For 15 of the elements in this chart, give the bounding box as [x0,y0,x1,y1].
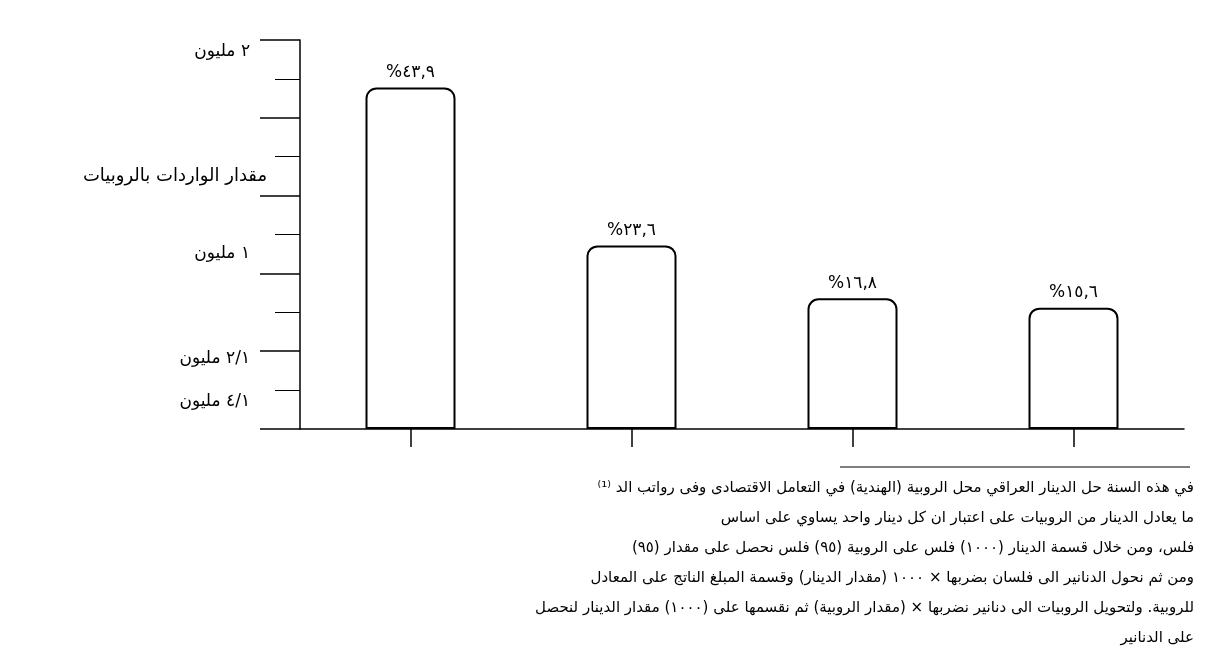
text: ١ مليون [194,242,251,263]
data-label: %٤٣,٩ [386,60,435,81]
y-axis-title: مقدار الواردات بالروبيات [82,163,268,186]
data-label: %١٦,٨ [828,271,877,292]
text: ٢/١ مليون [179,347,251,368]
text: ما يعادل الدينار من الروبيات على اعتبار ان كل دينار واحد يساوي على اساس [720,507,1195,527]
text: ٢ مليون [194,40,251,61]
text: ⁽¹⁾ في هذه السنة حل الدينار العراقي محل الروبية (الهندية) في التعامل الاقتصادى وفى رواتب الد [597,477,1195,497]
data-label: %١٥,٦ [1049,281,1098,302]
text: للروبية. ولتحويل الروبيات الى دنانير نضربها × (مقدار الروبية) ثم نقسمها على (١٠٠٠) مقدار الدينار لنحصل [535,597,1195,616]
text: على الدنانير [1119,627,1195,646]
data-label: %٢٣,٦ [607,218,656,239]
text: ٤/١ مليون [179,390,251,411]
text: (٩٥) فلس، ومن خلال قسمة الدينار (١٠٠٠) فلس على الروبية (٩٥) فلس نحصل على مقدار [631,537,1195,556]
text: ومن ثم نحول الدنانير الى فلسان بضربها × ١٠٠٠ (مقدار الدينار) وقسمة المبلغ الناتج على المعادل [590,567,1195,586]
